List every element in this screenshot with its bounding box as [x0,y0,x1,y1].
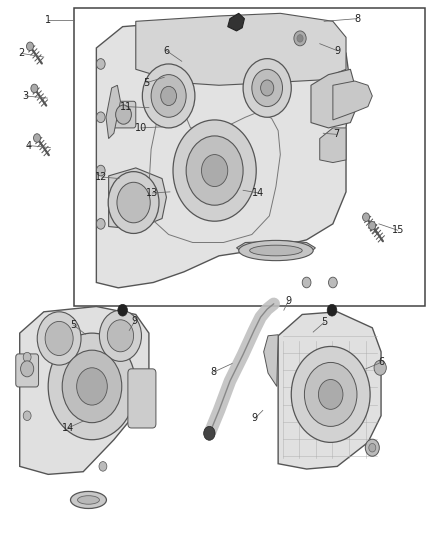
Text: 5: 5 [321,318,327,327]
Circle shape [204,426,215,440]
Polygon shape [311,69,355,128]
Text: 9: 9 [252,414,258,423]
Circle shape [23,411,31,421]
Text: 10: 10 [135,123,147,133]
Circle shape [173,120,256,221]
Circle shape [252,69,283,107]
Text: 14: 14 [62,423,74,433]
Text: 13: 13 [146,188,159,198]
Ellipse shape [250,245,302,256]
Circle shape [363,213,370,221]
Circle shape [45,321,73,356]
Circle shape [294,31,306,46]
Text: 9: 9 [132,316,138,326]
Circle shape [27,42,34,51]
Bar [74,8,425,306]
Circle shape [34,134,41,142]
Polygon shape [237,241,315,259]
Text: 8: 8 [354,14,360,23]
Circle shape [96,59,105,69]
FancyBboxPatch shape [112,101,136,128]
Ellipse shape [239,240,313,261]
Circle shape [318,379,343,409]
Circle shape [23,352,31,362]
Ellipse shape [78,496,99,504]
Circle shape [151,75,186,117]
Circle shape [201,155,228,187]
Text: 8: 8 [211,367,217,377]
Circle shape [369,443,376,452]
Circle shape [365,439,379,456]
Circle shape [243,59,291,117]
Circle shape [116,105,131,124]
Circle shape [291,346,370,442]
Circle shape [62,350,122,423]
Circle shape [96,165,105,176]
Circle shape [374,360,386,375]
Text: 5: 5 [71,320,77,330]
Circle shape [77,368,107,405]
Circle shape [99,462,107,471]
Polygon shape [96,16,350,288]
Text: 4: 4 [25,141,32,150]
Circle shape [261,80,274,96]
Polygon shape [264,335,278,386]
Polygon shape [136,13,346,85]
FancyBboxPatch shape [16,354,39,387]
Text: 7: 7 [333,130,339,139]
Circle shape [161,86,177,106]
Text: 11: 11 [120,102,132,111]
Circle shape [21,361,34,377]
Ellipse shape [71,491,106,508]
Text: 15: 15 [392,225,404,235]
Polygon shape [278,312,381,469]
Text: 14: 14 [252,188,265,198]
Circle shape [31,84,38,93]
Circle shape [37,312,81,365]
Text: 3: 3 [22,91,28,101]
Circle shape [369,221,376,230]
Circle shape [96,112,105,123]
Text: 2: 2 [18,49,24,58]
Text: 9: 9 [334,46,340,55]
Polygon shape [228,13,244,31]
Polygon shape [106,85,120,139]
Polygon shape [109,168,166,229]
Text: 5: 5 [144,78,150,87]
Circle shape [297,35,303,42]
Text: 9: 9 [285,296,291,306]
Circle shape [48,333,136,440]
Circle shape [107,320,134,352]
Circle shape [302,277,311,288]
Circle shape [327,304,337,316]
Circle shape [118,304,127,316]
Text: 12: 12 [95,172,108,182]
Polygon shape [333,81,372,120]
Circle shape [142,64,195,128]
Circle shape [99,310,141,361]
Text: 6: 6 [378,358,384,367]
Polygon shape [20,306,149,474]
Circle shape [186,136,243,205]
Text: 6: 6 [163,46,170,55]
Polygon shape [320,128,346,163]
Circle shape [304,362,357,426]
Text: 1: 1 [45,15,51,25]
FancyBboxPatch shape [128,369,156,428]
Circle shape [108,172,159,233]
Circle shape [117,182,150,223]
Circle shape [328,277,337,288]
Circle shape [96,219,105,229]
